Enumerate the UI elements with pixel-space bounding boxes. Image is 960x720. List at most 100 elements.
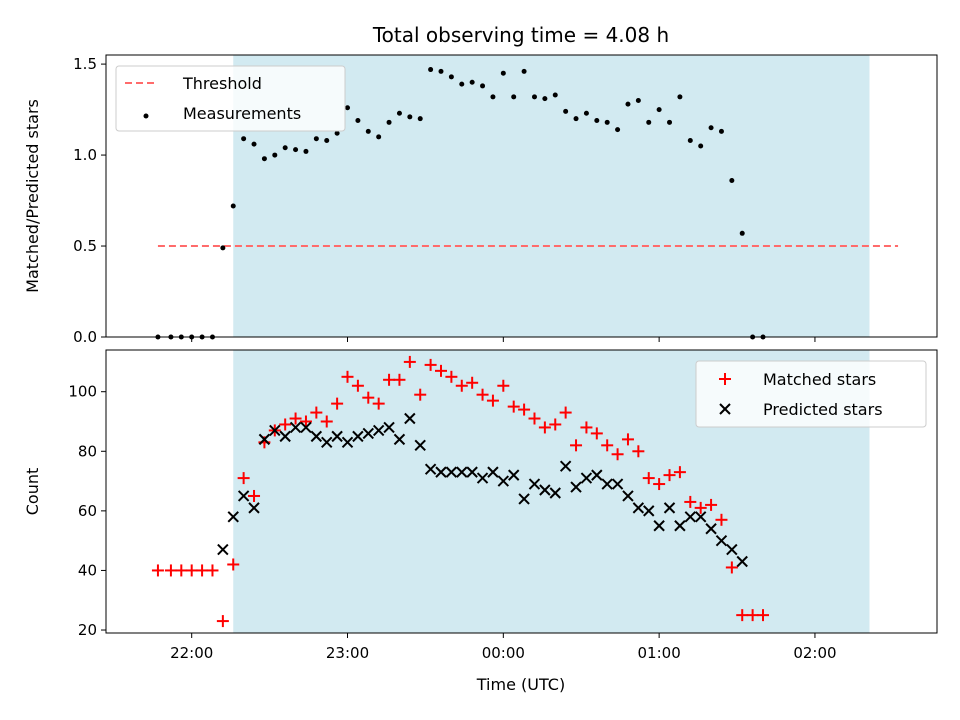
predicted-star-point xyxy=(653,520,665,532)
measurement-point xyxy=(438,68,444,74)
matched-star-point xyxy=(351,379,364,392)
predicted-stars-legend-swatch xyxy=(719,403,731,415)
measurement-point xyxy=(324,138,330,144)
matched-star-point xyxy=(279,418,292,431)
matched-star-point xyxy=(237,472,250,485)
measurement-point xyxy=(345,105,351,111)
measurement-point xyxy=(417,116,423,122)
matched-star-point xyxy=(206,564,219,577)
matched-star-point xyxy=(216,615,229,628)
predicted-star-point xyxy=(715,534,728,547)
matched-stars-legend-swatch xyxy=(719,373,731,385)
measurements-legend-swatch xyxy=(143,113,149,119)
bottom-y-axis-label: Count xyxy=(23,468,42,516)
measurement-point xyxy=(718,128,724,134)
measurement-point xyxy=(480,83,486,89)
matched-star-point xyxy=(362,391,375,404)
matched-star-point xyxy=(175,564,188,577)
matched-stars-legend-label: Matched stars xyxy=(763,370,876,389)
matched-star-point xyxy=(310,406,323,419)
y-tick-label: 20 xyxy=(78,621,97,639)
predicted-star-point xyxy=(341,436,354,449)
measurement-point xyxy=(293,147,299,153)
matched-star-point xyxy=(601,439,614,452)
matched-star-point xyxy=(653,478,666,491)
predicted-star-point xyxy=(518,493,530,505)
x-tick-label: 23:00 xyxy=(326,644,369,662)
predicted-star-point xyxy=(726,543,738,556)
predicted-star-point xyxy=(643,505,655,517)
predicted-star-point xyxy=(435,466,447,478)
measurement-point xyxy=(687,138,693,144)
x-tick-label: 00:00 xyxy=(482,644,525,662)
matched-star-point xyxy=(476,388,489,401)
matched-star-point xyxy=(673,466,686,479)
measurement-point xyxy=(729,178,735,184)
measurement-point xyxy=(448,74,454,80)
measurement-point xyxy=(604,119,610,125)
matched-star-point xyxy=(528,412,541,425)
measurement-point xyxy=(625,101,631,107)
predicted-star-point xyxy=(331,430,343,443)
measurement-point xyxy=(677,94,683,100)
measurement-point xyxy=(500,70,506,76)
measurement-point xyxy=(490,94,496,100)
predicted-star-point xyxy=(591,469,603,481)
y-tick-label: 0.0 xyxy=(73,328,97,346)
measurement-point xyxy=(220,245,226,251)
matched-star-point xyxy=(746,609,759,622)
measurement-point xyxy=(241,136,247,142)
predicted-star-point xyxy=(321,436,333,449)
matched-star-point xyxy=(341,370,354,383)
matched-star-point xyxy=(663,469,676,482)
measurement-point xyxy=(739,230,745,236)
predicted-stars-legend-label: Predicted stars xyxy=(763,400,883,419)
measurement-point xyxy=(667,119,673,125)
matched-star-point xyxy=(445,370,458,383)
matched-star-point xyxy=(434,364,447,377)
bottom-panel-frame xyxy=(105,349,938,634)
predicted-star-point xyxy=(611,478,624,490)
y-tick-label: 1.0 xyxy=(73,146,97,164)
predicted-star-point xyxy=(237,490,250,502)
matched-star-point xyxy=(694,501,707,514)
chart-title: Total observing time = 4.08 h xyxy=(372,23,669,47)
matched-star-point xyxy=(559,406,572,419)
measurement-point xyxy=(230,203,236,209)
x-tick-label: 02:00 xyxy=(793,644,836,662)
x-tick-label: 01:00 xyxy=(638,644,681,662)
measurement-point xyxy=(396,110,402,116)
predicted-star-point xyxy=(559,460,572,472)
measurement-point xyxy=(573,116,579,122)
measurement-point xyxy=(407,114,413,120)
measurements-legend-label: Measurements xyxy=(183,104,301,123)
matched-star-point xyxy=(684,495,697,508)
predicted-star-point xyxy=(393,433,406,446)
matched-star-point xyxy=(705,498,718,511)
top-legend-box xyxy=(115,65,346,132)
matched-star-point xyxy=(299,415,312,428)
predicted-star-point xyxy=(487,466,499,478)
top-y-axis-label: Matched/Predicted stars xyxy=(23,99,42,293)
y-tick-label: 0.5 xyxy=(73,237,97,255)
measurement-point xyxy=(583,110,589,116)
y-tick-label: 80 xyxy=(78,442,97,460)
measurement-point xyxy=(542,96,548,102)
matched-star-point xyxy=(289,412,302,425)
predicted-star-point xyxy=(258,433,271,446)
matched-star-point xyxy=(248,489,261,502)
matched-star-point xyxy=(393,373,406,386)
matched-star-point xyxy=(455,379,468,392)
matched-star-point xyxy=(538,421,551,434)
predicted-star-point xyxy=(663,502,676,514)
y-tick-label: 40 xyxy=(78,561,97,579)
measurement-point xyxy=(698,143,704,149)
predicted-star-point xyxy=(445,466,458,478)
predicted-star-point xyxy=(352,430,364,443)
bottom-legend-box xyxy=(695,360,927,428)
matched-star-point xyxy=(486,394,499,407)
measurement-point xyxy=(469,79,475,85)
x-axis-label: Time (UTC) xyxy=(476,675,565,694)
predicted-star-point xyxy=(217,543,229,556)
